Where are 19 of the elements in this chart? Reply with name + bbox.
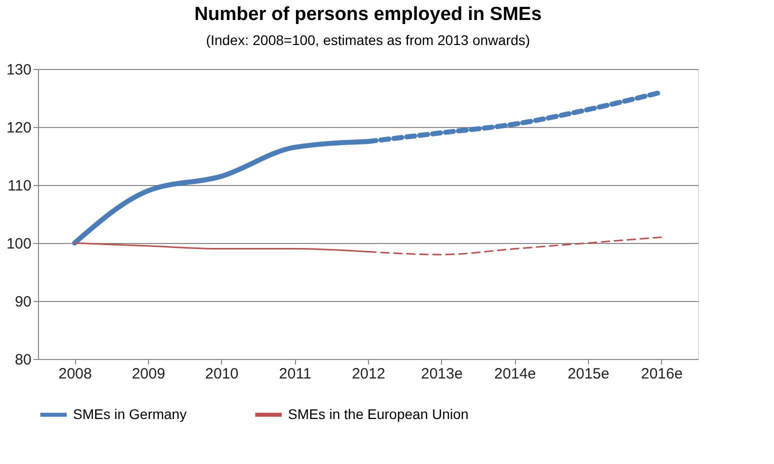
- x-tick-label: 2010: [205, 366, 239, 382]
- y-tick-label: 120: [6, 120, 32, 136]
- x-tick-label: 2008: [58, 366, 92, 382]
- x-tick-label: 2013e: [420, 366, 463, 382]
- x-tick-label: 2015e: [568, 366, 610, 382]
- y-tick-label: 100: [6, 236, 32, 252]
- x-tick-label: 2014e: [494, 366, 536, 382]
- chart-subtitle: (Index: 2008=100, estimates as from 2013 onwards): [206, 32, 530, 48]
- x-tick-label: 2016e: [640, 366, 683, 382]
- legend-label: SMEs in the European Union: [288, 406, 469, 422]
- chart-title: Number of persons employed in SMEs: [194, 4, 542, 25]
- y-tick-label: 110: [8, 178, 32, 194]
- x-tick-label: 2009: [132, 366, 166, 382]
- y-tick-label: 90: [14, 294, 32, 310]
- legend-label: SMEs in Germany: [73, 406, 187, 422]
- x-tick-label: 2012: [352, 366, 386, 382]
- x-tick-label: 2011: [279, 366, 312, 382]
- y-tick-label: 130: [6, 62, 32, 78]
- y-tick-label: 80: [14, 352, 32, 368]
